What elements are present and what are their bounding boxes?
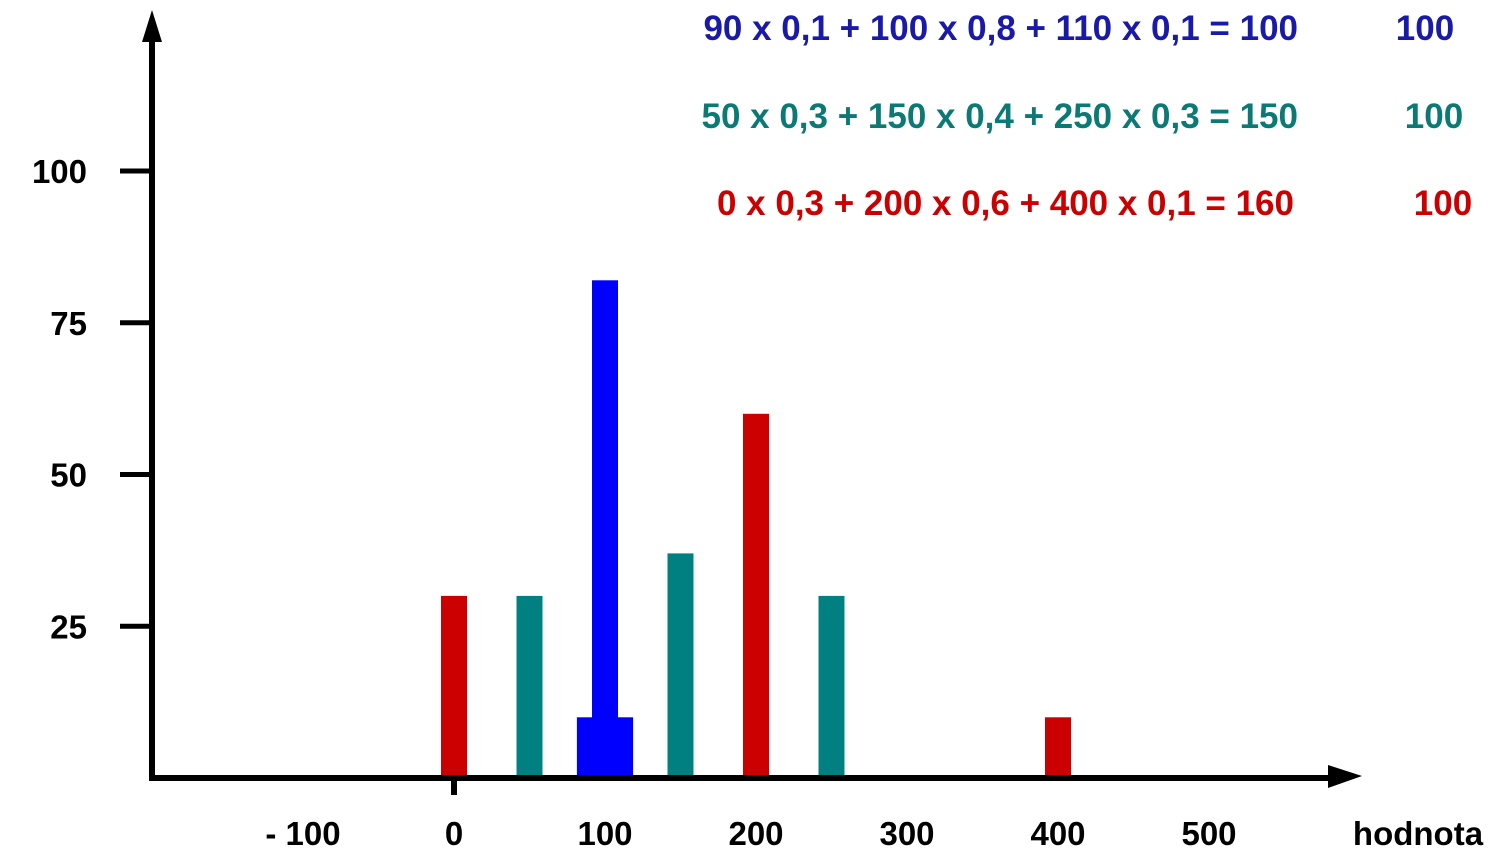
- bar-series3-0: [441, 595, 467, 778]
- x-axis-arrow: [1328, 765, 1362, 788]
- bar-series3-1: [743, 413, 769, 778]
- annotation-total-1: 100: [1396, 9, 1454, 48]
- y-tick-label: 25: [50, 608, 87, 645]
- annotation-total-2: 100: [1405, 97, 1463, 136]
- x-tick-label: 300: [879, 815, 934, 852]
- bars-layer: [441, 280, 1071, 778]
- axes-layer: [142, 10, 1362, 795]
- annotation-equation-3: 0 x 0,3 + 200 x 0,6 + 400 x 0,1 = 160: [717, 184, 1294, 223]
- y-ticks-layer: 25 50 75 100: [32, 153, 152, 645]
- bar-series1-1: [592, 280, 618, 778]
- x-tick-label: 100: [577, 815, 632, 852]
- x-tick-label: 400: [1030, 815, 1085, 852]
- x-tick-label: 200: [728, 815, 783, 852]
- annotation-equation-2: 50 x 0,3 + 150 x 0,4 + 250 x 0,3 = 150: [702, 97, 1299, 136]
- y-tick-label: 50: [50, 457, 87, 494]
- y-tick-label: 75: [50, 305, 87, 342]
- annotation-total-3: 100: [1414, 184, 1472, 223]
- y-tick-label: 100: [32, 153, 87, 190]
- bar-series1-2: [607, 717, 634, 778]
- bar-series3-2: [1045, 717, 1071, 778]
- bar-series2-1: [667, 553, 694, 778]
- x-axis-label: hodnota: [1353, 815, 1484, 852]
- annotations-layer: 90 x 0,1 + 100 x 0,8 + 110 x 0,1 = 100 10…: [702, 9, 1473, 223]
- bar-series2-0: [516, 595, 543, 778]
- bar-series2-2: [818, 595, 845, 778]
- x-ticks-layer: - 100 0 100 200 300 400 500: [265, 815, 1236, 852]
- x-tick-label: - 100: [265, 815, 340, 852]
- y-axis-arrow: [142, 10, 162, 42]
- annotation-equation-1: 90 x 0,1 + 100 x 0,8 + 110 x 0,1 = 100: [703, 9, 1298, 48]
- x-tick-label: 500: [1181, 815, 1236, 852]
- x-tick-label: 0: [445, 815, 463, 852]
